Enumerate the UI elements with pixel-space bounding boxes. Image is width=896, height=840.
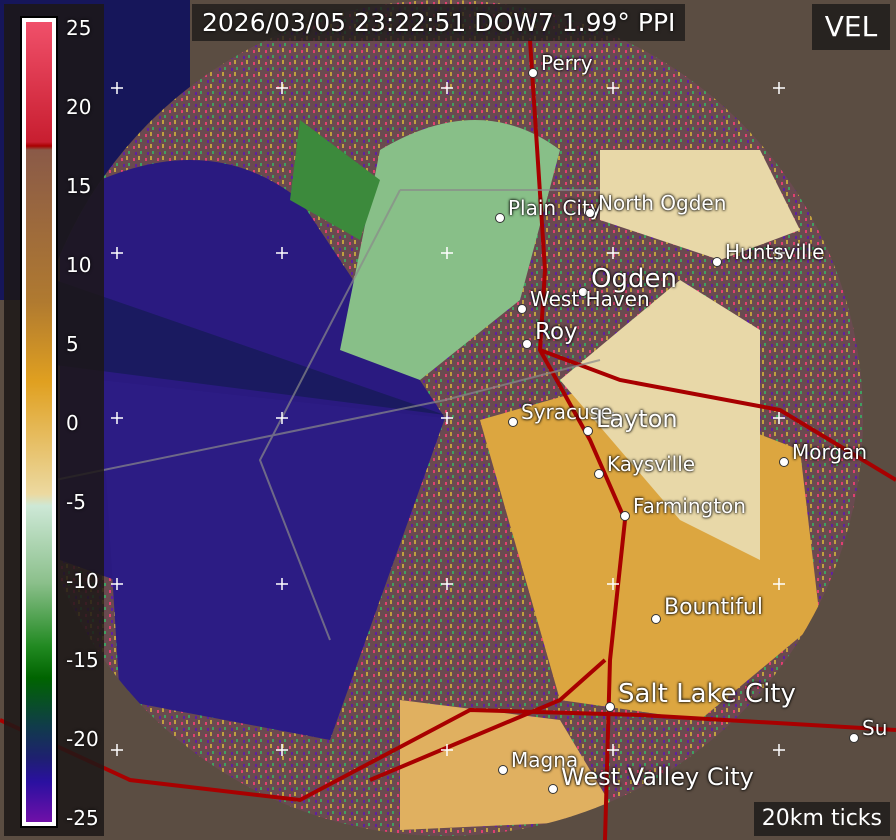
range-tick [276, 82, 288, 94]
range-ticks [111, 82, 785, 756]
range-tick [607, 578, 619, 590]
velocity-colorbar [20, 16, 58, 828]
city-label: West Valley City [561, 763, 754, 791]
range-tick [276, 247, 288, 259]
city-marker [508, 417, 518, 427]
range-tick [441, 578, 453, 590]
colorbar-label: 20 [66, 95, 92, 119]
colorbar-label: 15 [66, 174, 92, 198]
city-label: Morgan [792, 440, 867, 464]
city-label: Roy [535, 319, 578, 345]
range-tick [111, 247, 123, 259]
range-tick [111, 412, 123, 424]
range-tick [773, 247, 785, 259]
range-tick [773, 82, 785, 94]
range-tick [773, 744, 785, 756]
range-tick [607, 82, 619, 94]
range-tick [441, 412, 453, 424]
range-tick [441, 82, 453, 94]
city-label: West Haven [530, 287, 650, 311]
city-label: Ogden [591, 264, 677, 294]
tick-scale-note: 20km ticks [753, 802, 890, 836]
range-tick [111, 578, 123, 590]
city-marker [849, 733, 859, 743]
city-marker [498, 765, 508, 775]
city-marker [594, 469, 604, 479]
city-marker [548, 784, 558, 794]
range-tick [276, 412, 288, 424]
colorbar-panel: 25 20 15 10 5 0 -5 -10 -15 -20 -25 [4, 4, 104, 836]
colorbar-label: -10 [66, 569, 99, 593]
city-marker [651, 614, 661, 624]
city-label: Layton [596, 405, 678, 433]
colorbar-label: 10 [66, 253, 92, 277]
city-label: Magna [511, 748, 579, 772]
range-tick [111, 82, 123, 94]
colorbar-label: 5 [66, 332, 79, 356]
city-marker [495, 213, 505, 223]
range-tick [607, 744, 619, 756]
city-marker [517, 304, 527, 314]
range-tick [441, 744, 453, 756]
city-marker [583, 426, 593, 436]
range-tick [773, 412, 785, 424]
city-marker [712, 257, 722, 267]
city-label: Syracuse [521, 400, 613, 424]
city-label: Kaysville [607, 452, 696, 476]
city-label: Perry [541, 51, 593, 75]
city-marker [528, 68, 538, 78]
colorbar-label: -15 [66, 648, 99, 672]
city-label: Farmington [633, 494, 746, 518]
city-marker [605, 702, 615, 712]
boundaries [54, 189, 601, 641]
city-label: Su [862, 716, 888, 740]
range-tick [111, 744, 123, 756]
range-tick [607, 412, 619, 424]
colorbar-label: -25 [66, 806, 99, 830]
city-marker [585, 208, 595, 218]
city-label: North Ogden [598, 191, 727, 215]
colorbar-label: 25 [66, 16, 92, 40]
colorbar-label: 0 [66, 411, 79, 435]
colorbar-label: -5 [66, 490, 86, 514]
field-label[interactable]: VEL [812, 4, 890, 50]
city-label: Salt Lake City [618, 679, 796, 709]
colorbar-label: -20 [66, 727, 99, 751]
range-tick [607, 247, 619, 259]
city-marker [779, 457, 789, 467]
city-label: Huntsville [725, 240, 825, 264]
city-marker [578, 287, 588, 297]
scan-title: 2026/03/05 23:22:51 DOW7 1.99° PPI [192, 4, 686, 41]
city-label: Bountiful [664, 595, 763, 620]
range-tick [441, 247, 453, 259]
range-tick [276, 744, 288, 756]
range-tick [773, 578, 785, 590]
range-tick [276, 578, 288, 590]
blocked-beam [55, 280, 445, 415]
city-marker [620, 511, 630, 521]
city-marker [522, 339, 532, 349]
